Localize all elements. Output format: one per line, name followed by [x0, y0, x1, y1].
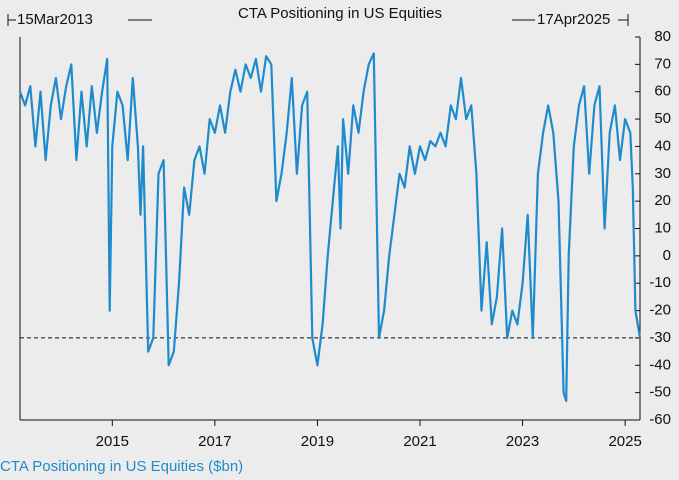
data-line: [18, 52, 642, 402]
y-tick-label: 30: [654, 165, 671, 182]
legend-label: CTA Positioning in US Equities ($bn): [0, 458, 243, 475]
x-tick-label: 2023: [506, 433, 539, 450]
chart-title: CTA Positioning in US Equities: [238, 5, 442, 22]
y-tick-label: 50: [654, 110, 671, 127]
y-tick-label: -20: [649, 302, 671, 319]
y-tick-label: -10: [649, 274, 671, 291]
y-tick-label: 70: [654, 55, 671, 72]
y-tick-label: -50: [649, 384, 671, 401]
y-tick-label: 40: [654, 137, 671, 154]
y-tick-label: -60: [649, 411, 671, 428]
x-tick-label: 2015: [96, 433, 129, 450]
y-tick-label: 0: [663, 247, 671, 264]
x-tick-label: 2021: [403, 433, 436, 450]
y-tick-label: 20: [654, 192, 671, 209]
start-label: 15Mar2013: [17, 11, 93, 28]
end-label: 17Apr2025: [537, 11, 610, 28]
x-tick-label: 2017: [198, 433, 231, 450]
y-tick-label: 60: [654, 83, 671, 100]
y-tick-label: -30: [649, 329, 671, 346]
x-tick-label: 2019: [301, 433, 334, 450]
y-tick-label: -40: [649, 356, 671, 373]
y-tick-label: 80: [654, 28, 671, 45]
y-tick-label: 10: [654, 219, 671, 236]
x-tick-label: 2025: [608, 433, 641, 450]
